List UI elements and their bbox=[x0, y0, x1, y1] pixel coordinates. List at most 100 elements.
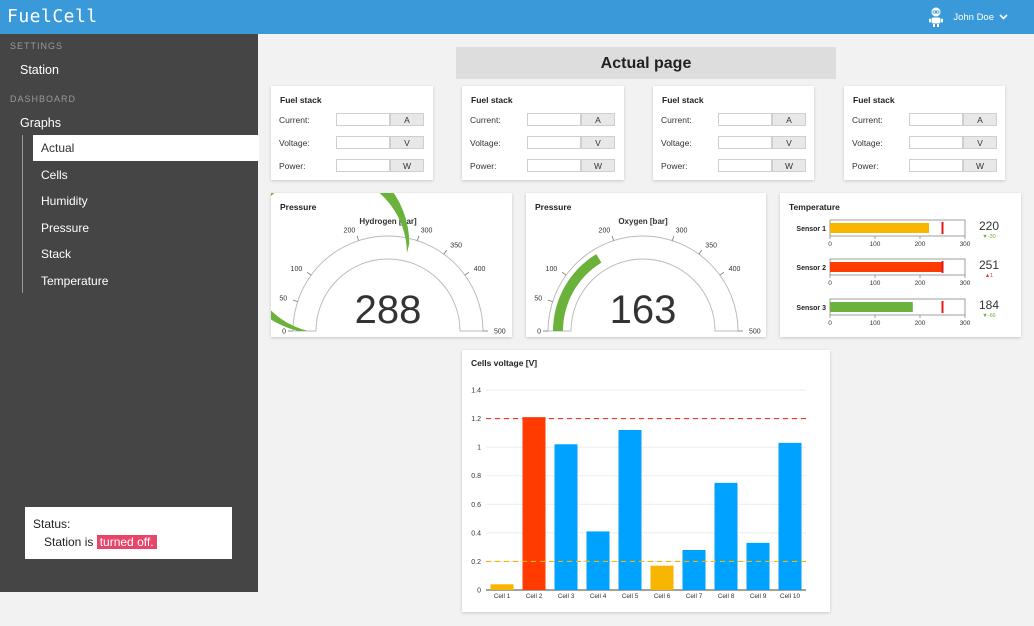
power-field[interactable] bbox=[909, 159, 963, 172]
sensor-tick-label: 100 bbox=[870, 280, 881, 287]
sensor-tick-label: 300 bbox=[960, 241, 971, 248]
sidebar-item-humidity[interactable]: Humidity bbox=[41, 194, 88, 208]
status-prefix: Station is bbox=[44, 535, 94, 549]
card-title: Fuel stack bbox=[662, 95, 704, 105]
voltage-field[interactable] bbox=[718, 136, 772, 149]
chevron-down-icon[interactable] bbox=[999, 14, 1008, 20]
sensor-target-marker bbox=[941, 301, 944, 313]
gauge-tick bbox=[561, 271, 567, 276]
gauge-fill bbox=[271, 193, 410, 331]
power-field[interactable] bbox=[527, 159, 581, 172]
gauge-tick bbox=[443, 249, 448, 255]
voltage-unit: V bbox=[390, 136, 424, 149]
current-field[interactable] bbox=[527, 113, 581, 126]
gauge-tick-label: 300 bbox=[676, 228, 688, 235]
chart-title: Cells voltage [V] bbox=[471, 358, 537, 368]
voltage-field[interactable] bbox=[909, 136, 963, 149]
y-tick-label: 0.6 bbox=[471, 502, 481, 509]
power-label: Power: bbox=[279, 161, 306, 171]
gauge-fill bbox=[553, 254, 602, 331]
oxygen-gauge: Oxygen [bar] 0 50 100 200 300 350 400 500 163 bbox=[534, 217, 761, 336]
sensor-bar bbox=[830, 223, 929, 233]
card-title: Pressure bbox=[280, 202, 317, 212]
gauge-tick-label: 400 bbox=[729, 266, 741, 273]
sensor-tick-label: 300 bbox=[960, 280, 971, 287]
temperature-card: Temperature Sensor 1 0 100 200 300 220 ▼-30 Sen… bbox=[780, 193, 1021, 337]
cell-bar bbox=[490, 584, 514, 590]
current-label: Current: bbox=[279, 115, 310, 125]
voltage-field[interactable] bbox=[336, 136, 390, 149]
gauge-tick bbox=[416, 235, 420, 241]
voltage-label: Voltage: bbox=[661, 138, 692, 148]
voltage-unit: V bbox=[772, 136, 806, 149]
power-unit: W bbox=[772, 159, 806, 172]
hydrogen-pressure-card: Pressure Hydrogen [bar] 0 50 100 200 300 350 4… bbox=[271, 193, 512, 337]
gauge-tick bbox=[611, 235, 615, 241]
gauge-tick-label: 200 bbox=[344, 228, 356, 235]
power-label: Power: bbox=[661, 161, 688, 171]
gauge-tick bbox=[464, 271, 470, 276]
sidebar-item-graphs[interactable]: Graphs bbox=[20, 116, 61, 130]
sensor-tick-label: 200 bbox=[915, 320, 926, 327]
sensor-tick-label: 100 bbox=[870, 320, 881, 327]
sensor-value: 184 bbox=[979, 298, 999, 312]
gauge-label: Hydrogen [bar] bbox=[359, 217, 417, 226]
fuel-stack-card: Fuel stack Current: A Voltage: V Power: … bbox=[271, 86, 433, 180]
sensor-tick-label: 300 bbox=[960, 320, 971, 327]
current-unit: A bbox=[963, 113, 997, 126]
sensor-label: Sensor 2 bbox=[796, 265, 826, 272]
status-line: Station is turned off. bbox=[44, 535, 157, 549]
user-menu[interactable]: John Doe bbox=[927, 6, 1016, 28]
power-field[interactable] bbox=[718, 159, 772, 172]
graphs-submenu: Actual Cells Humidity Pressure Stack Tem… bbox=[22, 135, 259, 293]
cell-bar bbox=[618, 430, 642, 590]
voltage-label: Voltage: bbox=[852, 138, 883, 148]
cell-bar bbox=[714, 482, 738, 590]
card-title: Pressure bbox=[535, 202, 572, 212]
user-name: John Doe bbox=[953, 11, 994, 23]
sidebar-item-station[interactable]: Station bbox=[20, 63, 59, 77]
sensor-tick-label: 100 bbox=[870, 241, 881, 248]
power-label: Power: bbox=[852, 161, 879, 171]
card-title: Fuel stack bbox=[853, 95, 895, 105]
cell-bar bbox=[650, 565, 674, 590]
x-tick-label: Cell 3 bbox=[558, 593, 575, 600]
current-field[interactable] bbox=[336, 113, 390, 126]
status-badge: turned off. bbox=[96, 535, 157, 549]
x-tick-label: Cell 5 bbox=[622, 593, 639, 600]
gauge-tick-label: 500 bbox=[749, 329, 761, 336]
sensor-value: 220 bbox=[979, 219, 999, 233]
y-tick-label: 0.4 bbox=[471, 530, 481, 537]
gauge-tick-label: 500 bbox=[494, 329, 506, 336]
power-field[interactable] bbox=[336, 159, 390, 172]
sidebar-item-cells[interactable]: Cells bbox=[41, 168, 68, 182]
fuel-stack-card: Fuel stack Current: A Voltage: V Power: … bbox=[653, 86, 814, 180]
settings-section-label: SETTINGS bbox=[10, 41, 64, 51]
page-title: Actual page bbox=[456, 47, 836, 79]
sidebar-item-pressure[interactable]: Pressure bbox=[41, 221, 90, 235]
temperature-bullets: Sensor 1 0 100 200 300 220▼-30 Sensor 2 0 100 200… bbox=[796, 219, 999, 327]
y-tick-label: 0 bbox=[477, 588, 481, 595]
top-bar: FuelCell John Doe bbox=[0, 0, 1034, 34]
gauge-tick bbox=[306, 271, 312, 276]
gauge-tick bbox=[698, 249, 703, 255]
gauge-tick bbox=[356, 235, 360, 241]
power-unit: W bbox=[390, 159, 424, 172]
power-unit: W bbox=[581, 159, 615, 172]
gauge-tick-label: 300 bbox=[421, 228, 433, 235]
voltage-unit: V bbox=[581, 136, 615, 149]
gauge-tick-label: 0 bbox=[537, 329, 541, 336]
sidebar-item-temperature[interactable]: Temperature bbox=[41, 274, 109, 288]
sensor-tick-label: 200 bbox=[915, 241, 926, 248]
current-field[interactable] bbox=[718, 113, 772, 126]
sensor-value: 251 bbox=[979, 258, 999, 272]
current-field[interactable] bbox=[909, 113, 963, 126]
app-title[interactable]: FuelCell bbox=[7, 6, 98, 27]
sidebar-item-actual[interactable]: Actual bbox=[33, 135, 259, 161]
cell-bar bbox=[682, 550, 706, 590]
power-label: Power: bbox=[470, 161, 497, 171]
voltage-field[interactable] bbox=[527, 136, 581, 149]
fuel-stack-card: Fuel stack Current: A Voltage: V Power: … bbox=[844, 86, 1005, 180]
gauge-tick bbox=[547, 299, 553, 303]
sidebar-item-stack[interactable]: Stack bbox=[41, 247, 72, 261]
